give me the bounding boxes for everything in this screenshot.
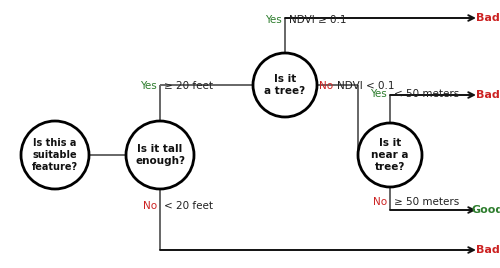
Text: Yes: Yes [265,15,282,25]
Text: Bad: Bad [476,245,500,255]
Text: NDVI < 0.1: NDVI < 0.1 [337,81,394,91]
Text: ≥ 50 meters: ≥ 50 meters [394,197,459,207]
Text: No: No [319,81,333,91]
Text: < 50 meters: < 50 meters [394,89,459,99]
Circle shape [126,121,194,189]
Text: Is this a
suitable
feature?: Is this a suitable feature? [32,138,78,172]
Text: Bad: Bad [476,13,500,23]
Text: < 20 feet: < 20 feet [164,201,213,211]
Text: No: No [143,201,157,211]
Text: Is it
near a
tree?: Is it near a tree? [371,138,409,172]
Text: Bad: Bad [476,90,500,100]
Circle shape [21,121,89,189]
Text: No: No [373,197,387,207]
Text: NDVI ≥ 0.1: NDVI ≥ 0.1 [289,15,346,25]
Text: Is it tall
enough?: Is it tall enough? [135,144,185,166]
Text: Yes: Yes [140,81,157,91]
Text: Is it
a tree?: Is it a tree? [264,74,306,96]
Circle shape [358,123,422,187]
Circle shape [253,53,317,117]
Text: Yes: Yes [370,89,387,99]
Text: ≥ 20 feet: ≥ 20 feet [164,81,213,91]
Text: Good: Good [472,205,500,215]
